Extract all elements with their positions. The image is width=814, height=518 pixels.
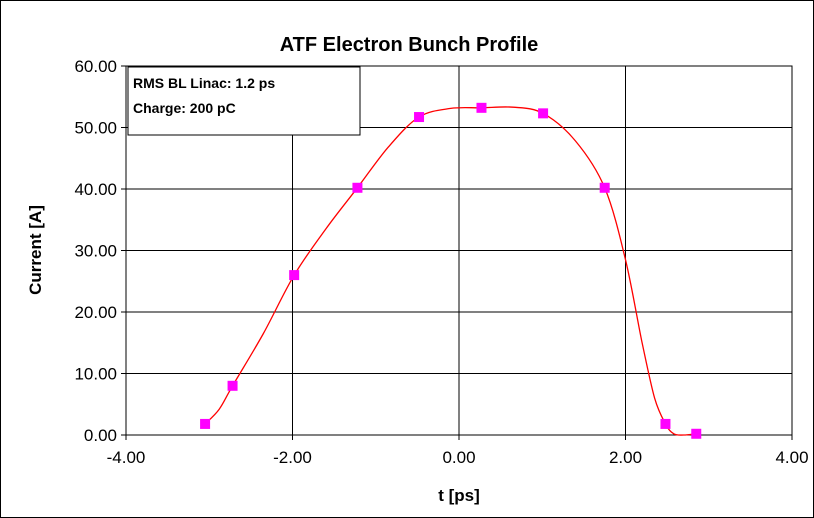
y-tick-label: 0.00 (84, 426, 117, 445)
data-point (200, 418, 211, 429)
y-tick-label: 50.00 (74, 119, 117, 138)
y-tick-label: 30.00 (74, 242, 117, 261)
y-tick-label: 10.00 (74, 365, 117, 384)
x-tick-label: 0.00 (442, 448, 475, 467)
x-tick-label: 2.00 (609, 448, 642, 467)
x-tick-label: 4.00 (775, 448, 808, 467)
data-point (691, 428, 702, 439)
data-point (352, 182, 363, 193)
x-axis-title: t [ps] (438, 486, 480, 505)
y-tick-label: 60.00 (74, 57, 117, 76)
x-tick-label: -2.00 (273, 448, 312, 467)
data-point (599, 182, 610, 193)
y-axis-title: Current [A] (26, 205, 45, 295)
chart-title: ATF Electron Bunch Profile (280, 34, 539, 56)
data-point (660, 418, 671, 429)
tick-labels: 0.00 10.00 20.00 30.00 40.00 50.00 60.00 -4.00 -… (74, 57, 808, 467)
annotation-frame (127, 66, 361, 136)
annotation-box: RMS BL Linac: 1.2 ps Charge: 200 pC (127, 66, 361, 136)
data-point (289, 270, 300, 281)
y-tick-label: 20.00 (74, 303, 117, 322)
data-point (414, 112, 425, 123)
annotation-line-charge: Charge: 200 pC (133, 100, 236, 116)
annotation-line-bunch-length: RMS BL Linac: 1.2 ps (133, 75, 275, 91)
data-point (538, 108, 549, 119)
y-tick-label: 40.00 (74, 180, 117, 199)
series-line (204, 106, 697, 436)
series-layer (200, 102, 702, 439)
data-point (227, 380, 238, 391)
data-point (476, 102, 487, 113)
x-tick-label: -4.00 (107, 448, 146, 467)
